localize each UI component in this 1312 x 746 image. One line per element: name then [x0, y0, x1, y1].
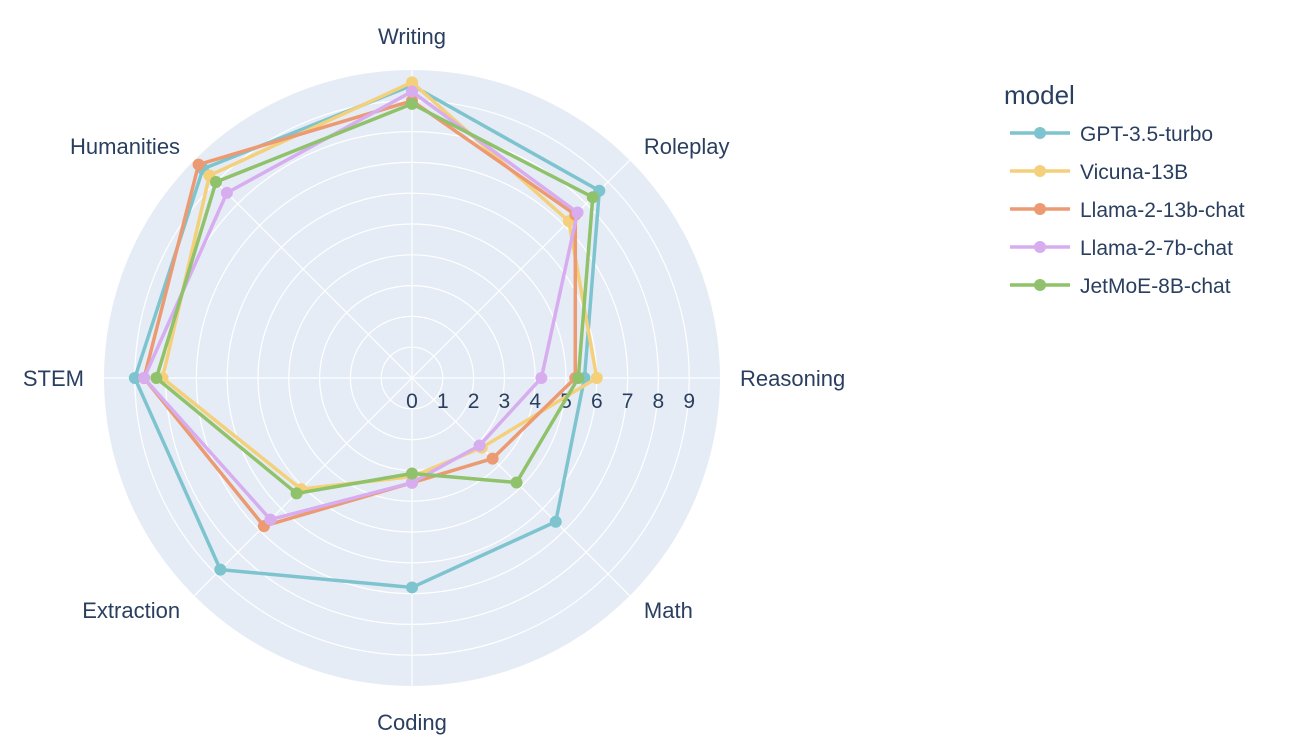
- data-point-extraction[interactable]: [264, 513, 277, 526]
- legend-item[interactable]: GPT-3.5-turbo: [1010, 123, 1213, 146]
- category-label-extraction: Extraction: [82, 598, 180, 623]
- data-point-humanities[interactable]: [192, 158, 205, 171]
- data-point-writing[interactable]: [406, 85, 418, 98]
- legend-swatch-marker: [1034, 165, 1046, 177]
- data-point-math[interactable]: [473, 439, 486, 452]
- legend-items: GPT-3.5-turbo Vicuna-13B Llama-2-13b-chat L…: [1010, 123, 1245, 298]
- radial-tick-label: 0: [406, 390, 418, 413]
- legend-label: Vicuna-13B: [1080, 161, 1188, 184]
- data-point-coding[interactable]: [406, 467, 418, 480]
- legend-item[interactable]: JetMoE-8B-chat: [1010, 275, 1231, 298]
- data-point-extraction[interactable]: [290, 487, 303, 500]
- category-label-stem: STEM: [23, 366, 84, 391]
- legend-item[interactable]: Llama-2-7b-chat: [1010, 237, 1233, 260]
- data-point-reasoning[interactable]: [590, 372, 603, 384]
- data-point-humanities[interactable]: [220, 186, 233, 199]
- radial-tick-label: 3: [499, 390, 511, 413]
- data-point-writing[interactable]: [406, 76, 418, 89]
- data-point-stem[interactable]: [128, 372, 141, 384]
- category-label-roleplay: Roleplay: [644, 134, 730, 159]
- legend-swatch-marker: [1034, 279, 1046, 291]
- radial-tick-label: 6: [591, 390, 603, 413]
- legend-item[interactable]: Llama-2-13b-chat: [1010, 199, 1245, 222]
- data-point-coding[interactable]: [406, 476, 418, 489]
- legend: model GPT-3.5-turbo Vicuna-13B Llama-2-13b…: [1004, 80, 1245, 298]
- radial-tick-label: 2: [468, 390, 480, 413]
- data-point-extraction[interactable]: [214, 563, 227, 576]
- legend-item[interactable]: Vicuna-13B: [1010, 161, 1188, 184]
- data-point-writing[interactable]: [406, 97, 418, 110]
- legend-swatch-marker: [1034, 127, 1046, 139]
- radial-tick-label: 4: [529, 390, 541, 413]
- angular-gridline: [411, 377, 631, 597]
- data-point-math[interactable]: [510, 476, 523, 489]
- legend-swatch-marker: [1034, 203, 1046, 215]
- data-point-math[interactable]: [549, 515, 562, 528]
- category-label-math: Math: [644, 598, 693, 623]
- angular-axis-labels: Writing Roleplay Reasoning Math Coding Extrac…: [23, 24, 845, 735]
- radial-tick-label: 8: [653, 390, 665, 413]
- category-label-humanities: Humanities: [70, 134, 180, 159]
- data-point-stem[interactable]: [138, 372, 151, 384]
- radial-tick-label: 7: [622, 390, 634, 413]
- radial-tick-label: 9: [683, 390, 695, 413]
- data-point-roleplay[interactable]: [571, 206, 584, 219]
- data-point-stem[interactable]: [150, 372, 163, 384]
- category-label-coding: Coding: [377, 710, 447, 735]
- data-point-reasoning[interactable]: [572, 372, 585, 384]
- data-point-math[interactable]: [486, 452, 499, 465]
- radial-tick-label: 1: [437, 390, 449, 413]
- radar-series-group: [128, 76, 606, 594]
- series-llama-2-7b-chat: [138, 85, 584, 526]
- legend-swatch-marker: [1034, 241, 1046, 253]
- data-point-coding[interactable]: [406, 581, 418, 594]
- data-point-roleplay[interactable]: [586, 191, 599, 204]
- legend-title: model: [1004, 80, 1075, 110]
- category-label-reasoning: Reasoning: [740, 366, 845, 391]
- data-point-humanities[interactable]: [209, 175, 222, 188]
- legend-label: JetMoE-8B-chat: [1080, 275, 1231, 298]
- data-point-reasoning[interactable]: [535, 372, 548, 384]
- category-label-writing: Writing: [378, 24, 446, 49]
- series-jetmoe-8b-chat: [150, 97, 599, 500]
- legend-label: Llama-2-7b-chat: [1080, 237, 1233, 260]
- legend-label: Llama-2-13b-chat: [1080, 199, 1245, 222]
- legend-label: GPT-3.5-turbo: [1080, 123, 1213, 146]
